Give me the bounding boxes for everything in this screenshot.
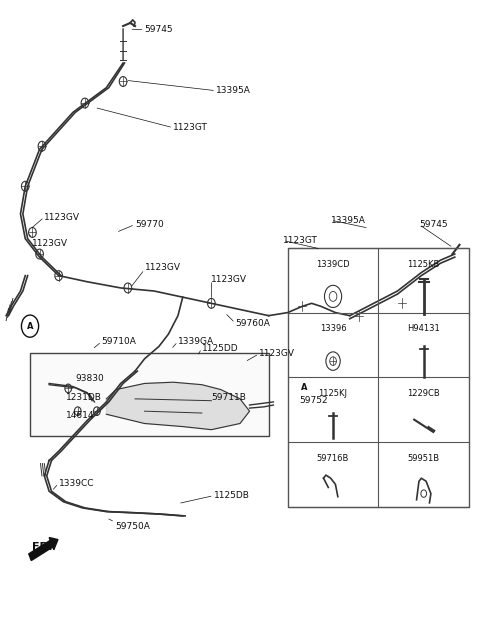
Text: 1125DD: 1125DD — [202, 344, 239, 353]
Text: 14614: 14614 — [66, 411, 94, 420]
Text: 59716B: 59716B — [317, 454, 349, 462]
Text: A: A — [301, 383, 308, 392]
Text: 1339CC: 1339CC — [59, 478, 94, 488]
Text: 59760A: 59760A — [235, 319, 270, 327]
Text: 1229CB: 1229CB — [408, 389, 440, 398]
Text: 1123GT: 1123GT — [173, 123, 208, 132]
Text: 59752: 59752 — [300, 396, 328, 405]
Text: 1339CD: 1339CD — [316, 259, 350, 269]
Text: 1125KJ: 1125KJ — [319, 389, 348, 398]
Text: H94131: H94131 — [408, 324, 440, 333]
Text: 59710A: 59710A — [102, 337, 136, 346]
Text: 13395A: 13395A — [216, 86, 251, 95]
FancyArrow shape — [29, 537, 58, 561]
Text: 59770: 59770 — [135, 220, 164, 229]
Text: 93830: 93830 — [75, 374, 104, 383]
Text: 1231DB: 1231DB — [66, 392, 102, 402]
Text: FR.: FR. — [33, 542, 53, 552]
Text: 1123GV: 1123GV — [211, 275, 247, 284]
Text: 13395A: 13395A — [331, 215, 366, 225]
Text: 1125DB: 1125DB — [214, 491, 250, 500]
Text: 59711B: 59711B — [211, 392, 246, 402]
Text: 1123GV: 1123GV — [33, 239, 69, 248]
Text: 59745: 59745 — [419, 220, 447, 229]
Text: A: A — [27, 322, 33, 331]
Text: 1123GV: 1123GV — [144, 263, 180, 272]
Text: 1123GT: 1123GT — [283, 236, 318, 245]
Text: 1123GV: 1123GV — [259, 349, 295, 358]
Bar — [288, 248, 469, 507]
Text: 59745: 59745 — [144, 25, 173, 34]
Text: 1123GV: 1123GV — [44, 212, 80, 222]
Text: 13396: 13396 — [320, 324, 347, 333]
Text: 1125KB: 1125KB — [408, 259, 440, 269]
Text: 1339GA: 1339GA — [178, 337, 214, 346]
Polygon shape — [107, 382, 250, 430]
FancyBboxPatch shape — [30, 353, 269, 436]
Text: 59951B: 59951B — [408, 454, 440, 462]
Text: 59750A: 59750A — [115, 522, 150, 531]
